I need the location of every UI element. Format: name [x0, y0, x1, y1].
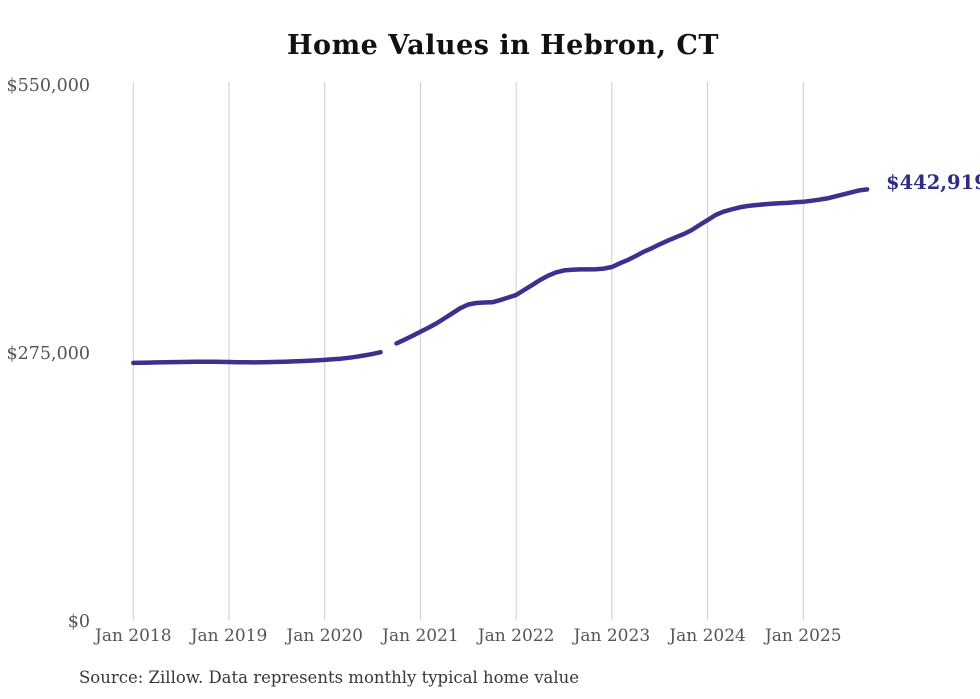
y-axis-tick-label: $275,000 — [6, 344, 90, 364]
home-value-line — [394, 187, 870, 346]
x-axis-tick-label: Jan 2021 — [380, 626, 459, 646]
x-axis-tick-label: Jan 2023 — [572, 626, 651, 646]
x-axis-tick-label: Jan 2019 — [189, 626, 268, 646]
home-value-line — [131, 349, 383, 366]
chart-title: Home Values in Hebron, CT — [287, 30, 719, 61]
latest-value-label: $442,919 — [886, 171, 980, 194]
x-axis-tick-label: Jan 2020 — [284, 626, 363, 646]
x-axis-tick-label: Jan 2018 — [93, 626, 172, 646]
x-axis-tick-label: Jan 2022 — [476, 626, 555, 646]
x-axis-tick-label: Jan 2025 — [763, 626, 842, 646]
x-axis-tick-label: Jan 2024 — [667, 626, 746, 646]
y-axis-tick-label: $550,000 — [6, 76, 90, 96]
source-note: Source: Zillow. Data represents monthly … — [79, 668, 580, 687]
y-axis-tick-label: $0 — [68, 612, 90, 632]
